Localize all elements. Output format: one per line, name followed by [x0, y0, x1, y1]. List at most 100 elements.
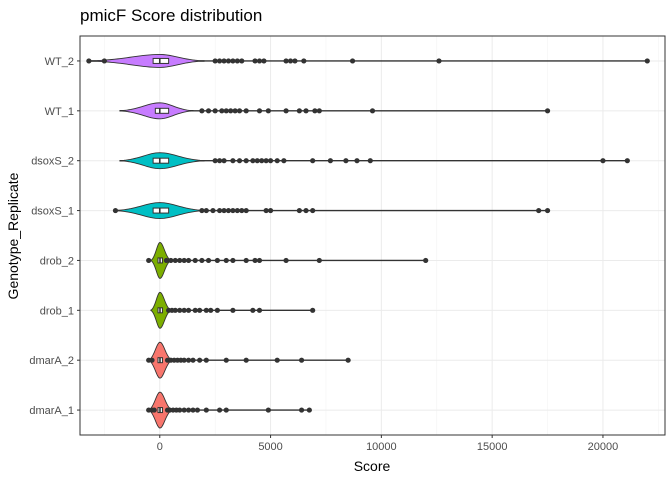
outlier-point — [259, 158, 265, 164]
outlier-point — [203, 207, 209, 214]
outlier-point — [185, 257, 192, 264]
outlier-point — [296, 108, 302, 114]
outlier-point — [197, 357, 203, 363]
outlier-point — [149, 357, 155, 363]
box-iqr — [152, 57, 170, 64]
outlier-point — [225, 58, 232, 64]
outlier-point — [265, 108, 271, 114]
outlier-point — [223, 407, 229, 413]
outlier-point — [205, 257, 212, 264]
box-iqr — [152, 207, 170, 214]
outlier-point — [423, 257, 429, 264]
outlier-point — [263, 158, 269, 164]
outlier-point — [185, 407, 192, 413]
outlier-point — [267, 158, 274, 164]
outlier-point — [243, 207, 249, 214]
outlier-point — [190, 357, 196, 363]
outlier-point — [267, 207, 274, 214]
outlier-point — [263, 207, 269, 214]
outlier-point — [354, 158, 360, 164]
outlier-point — [256, 257, 263, 264]
outlier-point — [287, 58, 294, 64]
outlier-point — [203, 357, 209, 363]
violin-group-WT_1 — [119, 102, 551, 120]
outlier-point — [219, 108, 225, 114]
x-tick-label: 10000 — [366, 441, 397, 453]
outlier-point — [256, 108, 263, 114]
outlier-point — [265, 407, 271, 413]
outlier-point — [190, 407, 196, 413]
outlier-point — [192, 257, 198, 264]
outlier-point — [343, 158, 349, 164]
outlier-point — [316, 257, 322, 264]
violin-group-drob_1 — [150, 291, 316, 329]
grid — [80, 36, 665, 435]
outlier-point — [181, 407, 187, 413]
outlier-point — [199, 257, 205, 264]
outlier-point — [281, 158, 287, 164]
outlier-point — [230, 207, 236, 214]
outlier-point — [243, 108, 249, 114]
outlier-point — [252, 58, 258, 64]
violin-group-WT_2 — [86, 54, 650, 68]
outlier-point — [214, 307, 220, 313]
outlier-point — [221, 58, 227, 64]
outlier-point — [192, 307, 198, 313]
outlier-point — [181, 357, 187, 363]
violin-group-dsoxS_1 — [112, 202, 551, 219]
outlier-point — [185, 357, 192, 363]
y-tick-label: dmarA_1 — [29, 405, 74, 417]
outlier-point — [243, 158, 249, 164]
x-axis: 0 5000 10000 15000 20000 — [157, 435, 619, 453]
outlier-point — [217, 407, 223, 413]
outlier-point — [199, 108, 205, 114]
outlier-point — [217, 58, 223, 64]
outlier-point — [230, 158, 236, 164]
x-axis-title: Score — [354, 458, 391, 474]
outlier-point — [369, 108, 376, 114]
outlier-point — [221, 207, 227, 214]
outlier-point — [232, 108, 238, 114]
x-tick-label: 0 — [157, 441, 163, 453]
outlier-point — [146, 257, 152, 264]
y-tick-label: WT_2 — [45, 56, 74, 68]
outlier-point — [306, 407, 312, 413]
outlier-point — [261, 58, 267, 64]
outlier-point — [194, 407, 201, 413]
outlier-point — [301, 58, 307, 64]
outlier-point — [600, 158, 606, 164]
outlier-point — [197, 307, 203, 313]
outlier-point — [228, 108, 234, 114]
outlier-point — [230, 307, 236, 313]
outlier-point — [210, 207, 216, 214]
outlier-point — [624, 158, 630, 164]
outlier-point — [86, 58, 92, 64]
outlier-point — [177, 257, 183, 264]
outlier-point — [243, 357, 249, 363]
chart-title: pmicF Score distribution — [80, 6, 262, 25]
outlier-point — [310, 207, 316, 214]
violin-body — [88, 54, 205, 68]
outlier-point — [436, 58, 442, 64]
outlier-point — [345, 357, 351, 363]
outlier-point — [274, 357, 280, 363]
outlier-point — [283, 108, 289, 114]
outlier-point — [250, 307, 256, 313]
outlier-point — [203, 407, 209, 413]
outlier-point — [310, 307, 316, 313]
outlier-point — [212, 108, 218, 114]
outlier-point — [177, 307, 183, 313]
outlier-point — [203, 307, 209, 313]
violin-group-dsoxS_2 — [119, 152, 630, 170]
x-tick-label: 5000 — [258, 441, 282, 453]
outlier-point — [172, 307, 178, 313]
x-tick-label: 20000 — [588, 441, 619, 453]
outlier-point — [274, 158, 280, 164]
outlier-point — [367, 158, 373, 164]
outlier-point — [199, 207, 205, 214]
outlier-point — [212, 58, 218, 64]
outlier-point — [283, 58, 289, 64]
outlier-point — [298, 357, 305, 363]
outlier-point — [230, 257, 236, 264]
